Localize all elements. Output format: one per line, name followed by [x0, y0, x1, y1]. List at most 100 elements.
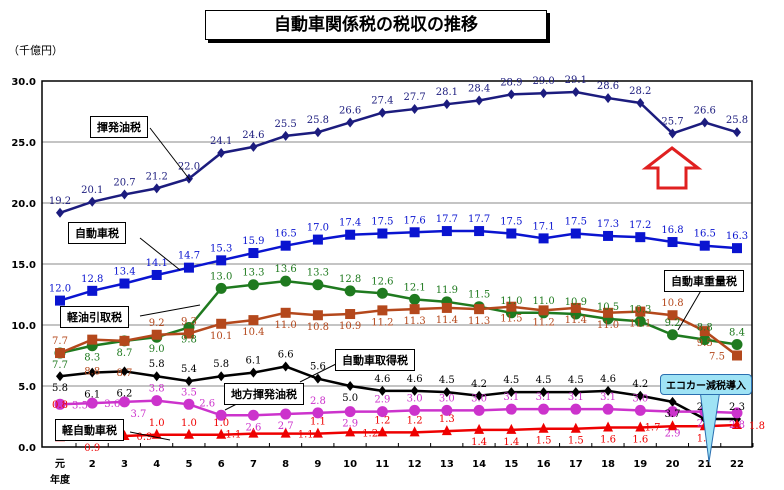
data-point	[571, 387, 580, 398]
data-point	[346, 381, 355, 391]
x-tick-label: 11	[375, 459, 389, 470]
data-label: 26.6	[339, 105, 361, 116]
data-label: 5.0	[342, 393, 358, 404]
x-tick-label: 9	[314, 459, 321, 470]
y-tick-label: 5.0	[18, 382, 36, 393]
plot-area-border	[41, 80, 753, 448]
data-label: 28.4	[468, 84, 490, 95]
data-point	[571, 86, 580, 97]
data-label: 16.5	[275, 229, 297, 240]
data-point	[636, 390, 645, 401]
data-point	[731, 407, 743, 419]
data-point	[635, 421, 646, 432]
data-label: 17.5	[371, 217, 393, 228]
data-label: 11.3	[403, 316, 425, 327]
data-label: 0.8	[52, 400, 68, 411]
data-point	[570, 228, 581, 239]
data-label: 3.1	[600, 392, 616, 403]
data-point	[732, 350, 742, 361]
legend-callout-automobile-tax: 自動車税	[68, 222, 126, 244]
data-point	[506, 301, 517, 312]
data-point	[507, 89, 516, 100]
data-label: 17.5	[500, 217, 522, 228]
data-point	[699, 326, 710, 337]
series-line-5	[59, 399, 738, 417]
x-tick-label: 7	[250, 459, 257, 470]
data-point	[603, 421, 614, 432]
data-label: 8.8	[697, 323, 713, 334]
data-point	[118, 396, 130, 408]
data-point	[248, 315, 259, 326]
data-label: 10.3	[629, 304, 651, 315]
legend-callout-light-vehicle-tax: 軽自動車税	[55, 419, 124, 441]
data-label: 5.6	[310, 362, 326, 373]
data-point	[280, 240, 291, 251]
data-label: 17.6	[403, 215, 425, 226]
data-point	[215, 282, 227, 294]
data-point	[668, 396, 677, 407]
data-point	[700, 117, 709, 128]
data-point	[247, 409, 259, 421]
data-point	[151, 269, 162, 280]
data-label: 20.1	[81, 185, 103, 196]
data-point	[281, 130, 290, 141]
legend-callout-weight-tax: 自動車重量税	[664, 270, 744, 292]
data-point	[88, 367, 97, 378]
data-label: 2.6	[245, 422, 261, 433]
data-point	[280, 275, 292, 287]
data-label: 1.0	[149, 418, 165, 429]
data-label: 3.1	[503, 392, 519, 403]
data-label: 17.1	[532, 221, 554, 232]
data-point	[216, 318, 227, 329]
data-point	[312, 427, 323, 438]
data-label: 13.3	[307, 268, 329, 279]
data-point	[409, 304, 420, 315]
data-label: 1.0	[181, 418, 197, 429]
data-label: 3.8	[149, 384, 165, 395]
data-label: 29.0	[532, 76, 554, 87]
data-label: 3.1	[568, 392, 584, 403]
data-label: 11.0	[275, 320, 297, 331]
data-point	[184, 376, 193, 387]
data-label: 24.1	[210, 136, 232, 147]
data-label: 15.9	[242, 236, 264, 247]
data-label: 5.8	[52, 383, 68, 394]
x-tick-label: 元	[55, 458, 65, 470]
data-label: 6.1	[245, 356, 261, 367]
data-point	[604, 93, 613, 104]
data-label: 1.1	[310, 417, 326, 428]
legend-callout-gasoline-tax: 揮発油税	[90, 116, 148, 138]
data-label: 19.2	[49, 196, 71, 207]
x-tick-label: 12	[408, 459, 422, 470]
data-point	[475, 390, 484, 401]
data-label: 1.6	[600, 434, 616, 445]
data-label: 1.2	[362, 428, 378, 439]
data-label: 1.6	[632, 434, 648, 445]
data-label: 15.3	[210, 243, 232, 254]
data-point	[603, 230, 614, 241]
data-label: 9.0	[149, 344, 165, 355]
data-label: 2.3	[729, 402, 745, 413]
data-point	[603, 307, 614, 318]
data-label: 8.3	[84, 353, 100, 364]
data-point	[409, 293, 421, 305]
data-point	[473, 404, 485, 416]
callout-arrow	[299, 361, 341, 383]
data-point	[441, 302, 452, 313]
data-point	[636, 97, 645, 108]
data-label: 11.2	[532, 317, 554, 328]
series-line-3	[59, 305, 738, 357]
data-label: 7.5	[709, 352, 725, 363]
data-point	[119, 278, 130, 289]
data-label: 12.8	[81, 274, 103, 285]
data-label: 1.5	[568, 436, 584, 447]
data-label: 3.0	[439, 393, 455, 404]
red-up-arrow-icon	[641, 146, 703, 190]
x-tick-label: 15	[504, 459, 518, 470]
data-point	[249, 141, 258, 152]
data-point	[378, 107, 387, 118]
data-label: 11.3	[468, 316, 490, 327]
data-point	[635, 306, 646, 317]
data-point	[442, 387, 451, 398]
data-point	[344, 285, 356, 297]
